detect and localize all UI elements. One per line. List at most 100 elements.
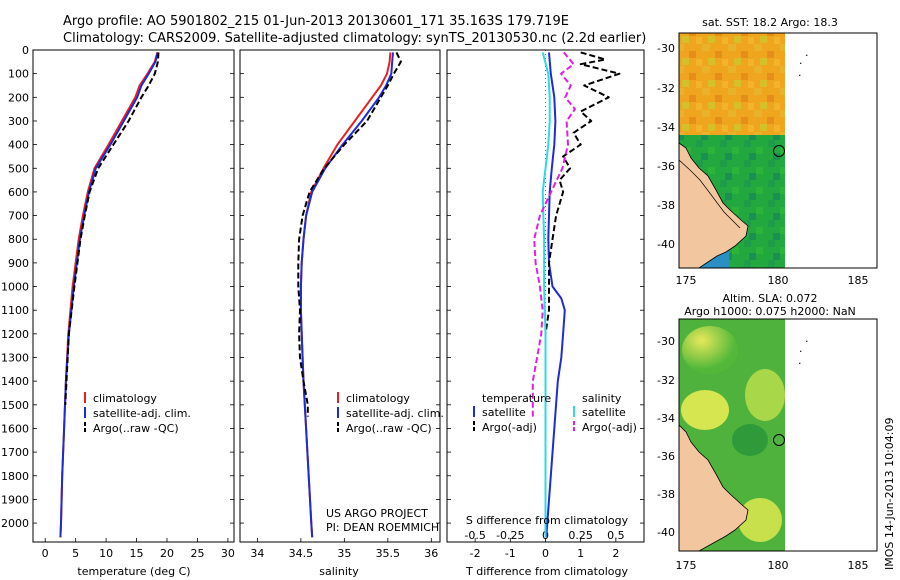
island-dot: · [799, 57, 803, 70]
depth-tick-label: 1600 [1, 422, 29, 435]
x-tick-label: -2 [470, 547, 481, 560]
sst-land [678, 142, 749, 269]
legend-s-argo: Argo(-adj) [582, 421, 637, 434]
x-tick-label: 1 [577, 547, 584, 560]
depth-tick-label: 1900 [1, 493, 29, 506]
plot-frame [239, 49, 441, 543]
sla-ytick: -30 [657, 335, 675, 348]
sla-map-frame [678, 318, 878, 552]
legend-temperature-title: temperature [482, 392, 551, 405]
sla-land [678, 424, 749, 552]
sst-xtick: 185 [848, 274, 869, 287]
sla-high-patch [738, 498, 782, 542]
depth-tick-label: 1100 [1, 304, 29, 317]
header-line-2: Climatology: CARS2009. Satellite-adjuste… [63, 31, 646, 46]
sla-xtick: 185 [848, 559, 869, 572]
header-line-1: Argo profile: AO 5901802_215 01-Jun-2013… [63, 14, 569, 29]
x-tick-label: 35.5 [376, 547, 401, 560]
sst-ytick: -32 [657, 82, 675, 95]
sla-ytick: -40 [657, 526, 675, 539]
sla-ytick: -38 [657, 488, 675, 501]
sst-ytick: -38 [657, 199, 675, 212]
island-dot: · [798, 69, 802, 82]
sst-map-frame [678, 32, 878, 269]
series-line-argo-raw-qc- [297, 51, 402, 417]
series-line-satellite-adj-clim- [299, 52, 394, 538]
s-difference-tick-label: 0.5 [607, 529, 625, 542]
sla-ytick: -34 [657, 412, 675, 425]
x-tick-label: 35 [337, 547, 351, 560]
sst-map: sat. SST: 18.2 Argo: 18.3 · · · 175 180 … [657, 16, 878, 287]
series-line-argo-adj- [531, 51, 576, 417]
legend-climatology: climatology [93, 392, 157, 405]
series-line-argo-adj- [544, 51, 621, 405]
depth-tick-label: 1400 [1, 375, 29, 388]
sla-ytick: -36 [657, 450, 675, 463]
legend-salinity-title: salinity [582, 392, 622, 405]
depth-tick-label: 1200 [1, 328, 29, 341]
sst-ytick: -34 [657, 121, 675, 134]
x-tick-label: 34 [250, 547, 264, 560]
sst-map-title: sat. SST: 18.2 Argo: 18.3 [702, 16, 838, 29]
sla-high-patch [681, 390, 729, 430]
depth-tick-label: 0 [22, 44, 29, 57]
legend-argo: Argo(..raw -QC) [93, 422, 179, 435]
legend-t-satellite: satellite [482, 406, 526, 419]
depth-tick-label: 600 [8, 186, 29, 199]
depth-tick-label: 100 [8, 68, 29, 81]
depth-tick-label: 300 [8, 115, 29, 128]
island-dot: · [805, 335, 809, 348]
x-tick-label: 0 [42, 547, 49, 560]
depth-tick-label: 1300 [1, 352, 29, 365]
s-difference-tick-label: -0.5 [464, 529, 485, 542]
salinity-panel: 34 34.5 35 35.5 36 [239, 49, 441, 560]
us-argo-pi: PI: DEAN ROEMMICH [326, 521, 439, 534]
depth-tick-label: 1700 [1, 446, 29, 459]
sla-high-patch [682, 326, 738, 374]
depth-tick-label: 800 [8, 233, 29, 246]
sla-low-patch [732, 424, 768, 456]
sla-xtick: 180 [768, 559, 789, 572]
depth-tick-label: 1500 [1, 399, 29, 412]
sst-xtick: 180 [768, 274, 789, 287]
difference-legend: temperature satellite Argo(-adj) salinit… [473, 392, 637, 434]
s-difference-tick-label: 0.25 [568, 529, 593, 542]
x-tick-label: 0 [542, 547, 549, 560]
depth-tick-label: 900 [8, 257, 29, 270]
temperature-legend: climatology satellite-adj. clim. Argo(..… [84, 392, 191, 435]
sla-map: Altim. SLA: 0.072 Argo h1000: 0.075 h200… [657, 292, 878, 572]
sla-xtick: 175 [676, 559, 697, 572]
x-tick-label: 30 [221, 547, 235, 560]
depth-tick-label: 700 [8, 210, 29, 223]
x-tick-label: 10 [99, 547, 113, 560]
island-dot: · [798, 357, 802, 370]
legend-argo: Argo(..raw -QC) [346, 422, 432, 435]
sla-map-subtitle: Argo h1000: 0.075 h2000: NaN [684, 305, 856, 318]
x-tick-label: 2 [612, 547, 619, 560]
salinity-xlabel: salinity [319, 565, 359, 578]
plot-frame [32, 49, 235, 543]
legend-t-argo: Argo(-adj) [482, 421, 537, 434]
depth-tick-label: 200 [8, 91, 29, 104]
x-tick-label: 25 [190, 547, 204, 560]
legend-s-satellite: satellite [582, 406, 626, 419]
legend-climatology: climatology [346, 392, 410, 405]
sst-warm-region [679, 33, 785, 135]
island-dot: · [799, 345, 803, 358]
sla-argo-marker [773, 434, 785, 446]
x-tick-label: 36 [424, 547, 438, 560]
sst-argo-marker [773, 145, 785, 157]
sst-ytick: -36 [657, 160, 675, 173]
x-tick-label: 5 [72, 547, 79, 560]
salinity-legend: climatology satellite-adj. clim. Argo(..… [337, 392, 444, 435]
depth-tick-label: 1800 [1, 470, 29, 483]
legend-satellite: satellite-adj. clim. [93, 407, 191, 420]
s-difference-xlabel: S difference from climatology [466, 514, 629, 527]
sla-map-title: Altim. SLA: 0.072 [722, 292, 817, 305]
series-line-satellite [545, 52, 566, 538]
depth-tick-label: 1000 [1, 281, 29, 294]
x-tick-label: 15 [130, 547, 144, 560]
x-tick-label: 20 [160, 547, 174, 560]
island-dot: · [805, 49, 809, 62]
